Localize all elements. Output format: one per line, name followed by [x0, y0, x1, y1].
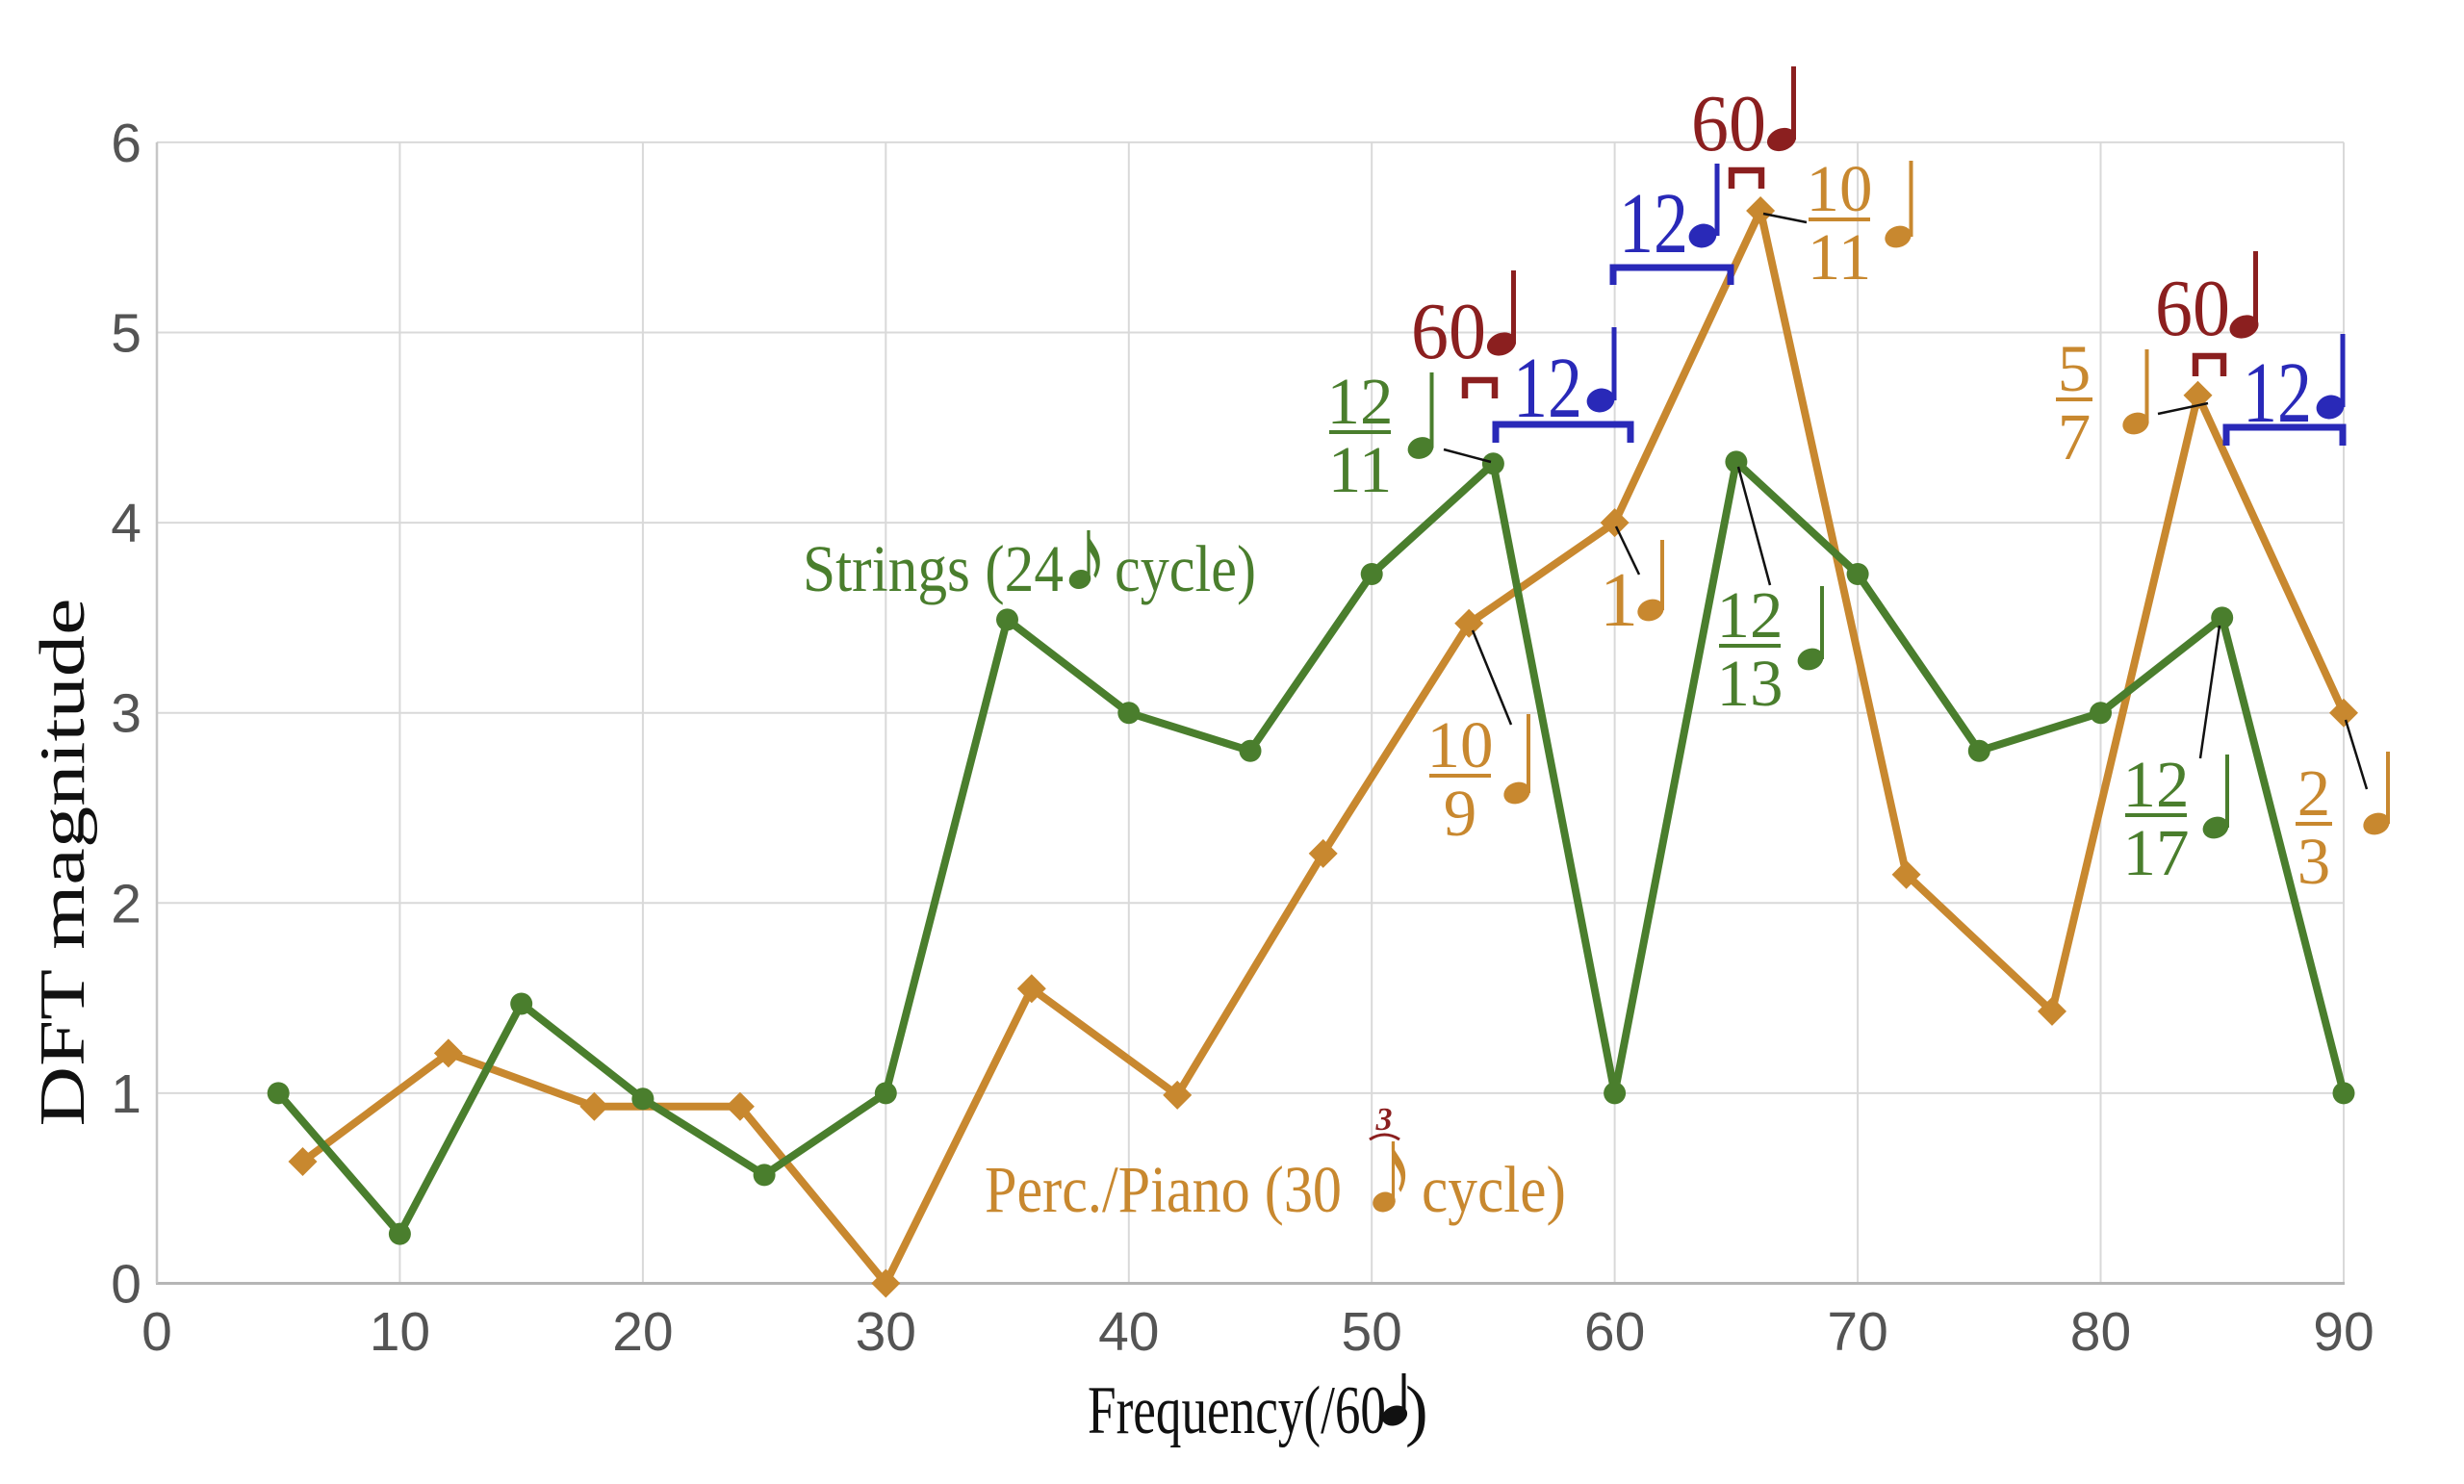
svg-text:1: 1 [1600, 558, 1638, 643]
svg-text:12: 12 [1513, 341, 1582, 436]
svg-text:13: 13 [1717, 647, 1784, 720]
svg-text:70: 70 [1827, 1301, 1887, 1363]
svg-text:90: 90 [2313, 1301, 2374, 1363]
svg-text:12: 12 [1717, 578, 1784, 652]
svg-text:17: 17 [2123, 816, 2190, 889]
svg-text:20: 20 [612, 1301, 673, 1363]
svg-text:6: 6 [111, 113, 141, 174]
svg-text:12: 12 [2123, 748, 2190, 821]
svg-text:0: 0 [111, 1254, 141, 1316]
svg-text:5: 5 [2058, 332, 2092, 405]
svg-text:3: 3 [2297, 825, 2331, 898]
svg-text:DFT magnitude: DFT magnitude [27, 599, 98, 1127]
svg-text:0: 0 [141, 1301, 172, 1363]
svg-text:7: 7 [2058, 400, 2092, 473]
svg-text:cycle): cycle) [1422, 1153, 1566, 1226]
svg-text:2: 2 [2297, 756, 2331, 830]
svg-text:10: 10 [370, 1301, 430, 1363]
svg-text:9: 9 [1444, 777, 1477, 850]
svg-text:Perc./Piano (30: Perc./Piano (30 [985, 1153, 1342, 1226]
svg-text:30: 30 [856, 1301, 916, 1363]
svg-text:12: 12 [1327, 365, 1394, 438]
svg-text:11: 11 [1808, 220, 1871, 294]
svg-text:3: 3 [111, 683, 141, 745]
svg-text:3: 3 [1375, 1102, 1393, 1138]
svg-text:4: 4 [111, 493, 141, 554]
svg-text:60: 60 [1584, 1301, 1645, 1363]
svg-text:50: 50 [1341, 1301, 1401, 1363]
svg-text:60: 60 [2155, 264, 2230, 353]
svg-text:): ) [1405, 1373, 1428, 1448]
svg-text:10: 10 [1807, 152, 1873, 225]
svg-text:12: 12 [1619, 176, 1688, 271]
svg-text:40: 40 [1098, 1301, 1159, 1363]
svg-text:Strings (24: Strings (24 [803, 532, 1064, 605]
svg-text:60: 60 [1411, 287, 1486, 376]
svg-text:11: 11 [1328, 433, 1392, 506]
svg-text:80: 80 [2070, 1301, 2131, 1363]
svg-text:60: 60 [1691, 79, 1766, 168]
svg-text:2: 2 [111, 873, 141, 934]
svg-text:10: 10 [1427, 708, 1494, 781]
svg-text:5: 5 [111, 303, 141, 365]
svg-text:1: 1 [111, 1063, 141, 1125]
svg-text:cycle): cycle) [1115, 532, 1256, 605]
svg-text:Frequency(/60: Frequency(/60 [1088, 1373, 1386, 1448]
